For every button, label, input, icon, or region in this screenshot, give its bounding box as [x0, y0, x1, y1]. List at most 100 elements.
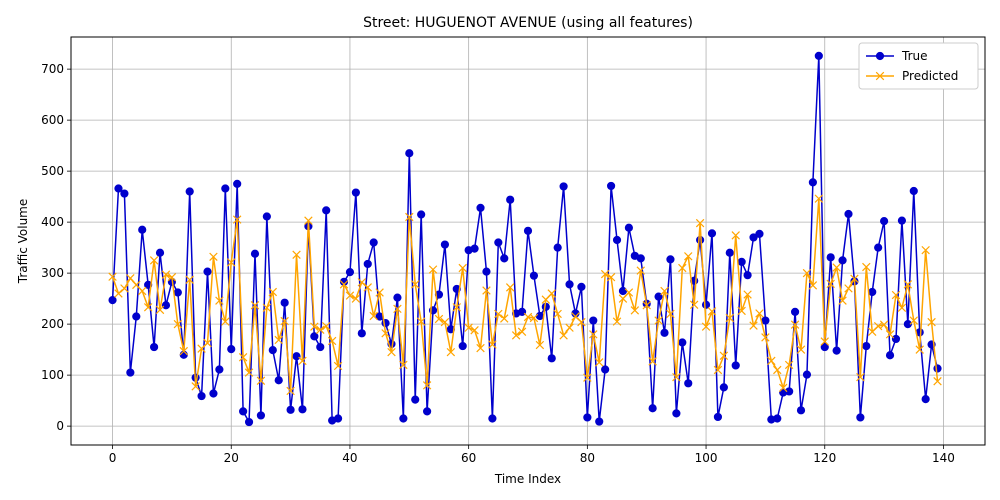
- data-point-true: [755, 229, 764, 238]
- data-point-true: [684, 379, 693, 388]
- data-point-true: [423, 407, 432, 416]
- data-point-true: [897, 216, 907, 225]
- data-point-true: [868, 287, 877, 297]
- data-point-predicted: [345, 291, 355, 300]
- data-point-true: [399, 414, 408, 423]
- data-point-true: [440, 240, 450, 249]
- y-tick-label: 100: [41, 368, 64, 382]
- data-point-true: [333, 414, 343, 423]
- data-point-predicted: [612, 317, 622, 326]
- data-point-true: [138, 225, 147, 234]
- data-point-predicted: [802, 268, 812, 278]
- data-point-true: [280, 298, 289, 307]
- data-point-predicted: [434, 314, 444, 324]
- data-point-predicted: [778, 383, 788, 393]
- data-point-predicted: [446, 347, 456, 357]
- data-point-predicted: [749, 321, 758, 330]
- data-point-predicted: [321, 321, 331, 331]
- data-point-predicted: [909, 316, 919, 325]
- data-point-predicted: [725, 313, 735, 323]
- data-point-predicted: [143, 303, 153, 312]
- data-point-true: [482, 267, 491, 276]
- ticks: 0 20 40 60 80 100 120 140 0 100 200 300 400 500 600 700: [41, 62, 955, 465]
- data-point-predicted: [167, 272, 177, 282]
- data-point-predicted: [820, 337, 829, 346]
- y-tick-label: 600: [41, 113, 64, 127]
- data-point-predicted: [440, 317, 450, 327]
- x-axis-label: Time Index: [494, 472, 561, 486]
- data-point-true: [559, 182, 568, 191]
- data-point-true: [678, 338, 687, 347]
- data-point-predicted: [678, 263, 687, 273]
- data-point-predicted: [600, 269, 610, 279]
- data-point-true: [405, 149, 414, 158]
- legend-label-predicted: Predicted: [902, 69, 958, 83]
- data-point-predicted: [684, 252, 693, 261]
- data-point-true: [523, 226, 533, 235]
- data-point-true: [132, 312, 141, 321]
- data-point-predicted: [244, 368, 254, 377]
- data-point-predicted: [547, 289, 556, 298]
- data-point-true: [369, 238, 378, 247]
- data-point-predicted: [179, 346, 188, 356]
- data-point-true: [891, 334, 901, 344]
- data-point-true: [624, 223, 633, 232]
- data-point-predicted: [511, 331, 521, 340]
- data-point-true: [660, 328, 669, 337]
- data-point-predicted: [505, 283, 515, 292]
- data-point-predicted: [458, 263, 467, 273]
- data-point-predicted: [227, 258, 236, 267]
- data-point-predicted: [654, 316, 663, 325]
- data-point-true: [535, 311, 544, 321]
- x-tick-label: 40: [342, 451, 357, 465]
- data-point-predicted: [630, 306, 640, 315]
- data-point-true: [731, 361, 740, 370]
- data-point-predicted: [826, 279, 835, 289]
- data-point-true: [844, 209, 853, 219]
- data-point-true: [357, 329, 366, 338]
- data-point-predicted: [529, 313, 539, 323]
- data-point-predicted: [719, 351, 729, 360]
- chart-title: Street: HUGUENOT AVENUE (using all featu…: [363, 15, 693, 31]
- data-point-true: [179, 350, 188, 359]
- data-point-true: [713, 412, 723, 422]
- data-point-true: [149, 342, 159, 352]
- data-point-true: [363, 259, 372, 269]
- x-tick-label: 80: [580, 451, 595, 465]
- data-point-true: [244, 417, 254, 427]
- data-point-true: [197, 391, 206, 401]
- data-point-predicted: [422, 381, 432, 390]
- data-point-predicted: [470, 326, 479, 335]
- data-point-predicted: [387, 347, 396, 357]
- data-point-predicted: [238, 353, 248, 362]
- data-point-true: [298, 405, 307, 414]
- legend-box: [858, 42, 979, 90]
- data-point-predicted: [250, 301, 260, 310]
- data-point-predicted: [161, 270, 171, 279]
- data-point-true: [215, 365, 224, 374]
- data-point-true: [696, 235, 705, 245]
- series-line-predicted: [111, 197, 939, 392]
- data-point-true: [268, 346, 277, 355]
- plot-frame: [70, 36, 986, 446]
- x-tick-label: 0: [109, 451, 117, 465]
- data-point-predicted: [808, 281, 818, 290]
- data-point-predicted: [743, 290, 752, 299]
- data-point-predicted: [316, 325, 325, 334]
- data-point-predicted: [731, 231, 740, 240]
- data-point-true: [636, 254, 645, 263]
- data-point-predicted: [149, 256, 159, 265]
- data-point-true: [589, 316, 598, 325]
- data-point-predicted: [695, 218, 705, 228]
- data-point-true: [743, 271, 752, 280]
- data-point-true: [221, 184, 230, 193]
- data-point-true: [707, 229, 717, 238]
- data-point-true: [345, 268, 355, 277]
- data-point-predicted: [476, 343, 485, 353]
- data-point-true: [601, 365, 610, 374]
- series-predicted: [108, 194, 942, 396]
- data-point-true: [838, 256, 847, 265]
- data-point-true: [565, 280, 574, 289]
- data-point-predicted: [915, 345, 924, 354]
